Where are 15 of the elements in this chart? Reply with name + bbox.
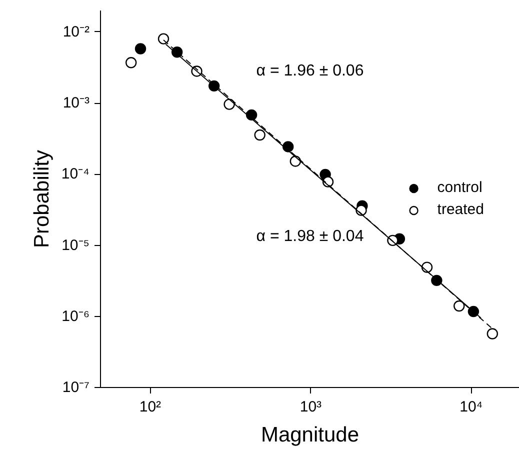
legend-label: treated: [437, 201, 484, 218]
y-tick-label: 10⁻³: [62, 94, 90, 112]
x-tick-label: 10⁴: [460, 398, 483, 416]
y-tick-label: 10⁻⁴: [61, 166, 90, 183]
annotation: α = 1.96 ± 0.06: [256, 62, 364, 80]
x-tick-label: 10³: [300, 398, 322, 416]
legend-label: control: [437, 179, 482, 196]
annotation: α = 1.98 ± 0.04: [256, 228, 364, 246]
y-tick-label: 10⁻⁵: [62, 236, 90, 254]
x-tick-label: 10²: [139, 398, 162, 416]
y-tick-label: 10⁻⁷: [62, 379, 90, 396]
y-axis-title: Probability: [30, 149, 54, 248]
y-tick-label: 10⁻²: [62, 23, 90, 40]
x-axis-title: Magnitude: [260, 424, 360, 446]
y-tick-label: 10⁻⁶: [62, 308, 90, 325]
